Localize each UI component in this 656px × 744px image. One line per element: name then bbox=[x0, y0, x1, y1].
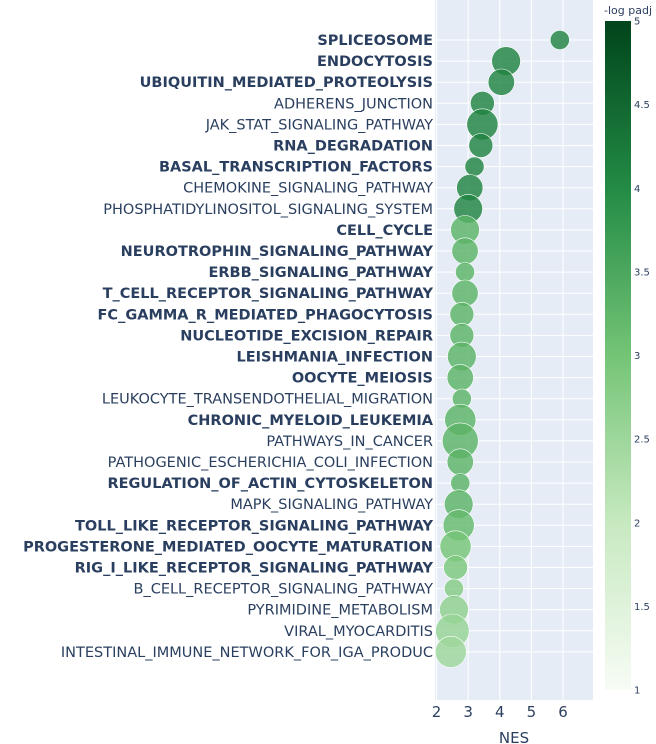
point-spliceosome bbox=[549, 30, 570, 50]
colorbar-tick-5: 3.5 bbox=[634, 267, 650, 278]
y-label-spliceosome: SPLICEOSOME bbox=[317, 33, 433, 49]
y-label-leishmania_infection: LEISHMANIA_INFECTION bbox=[236, 350, 433, 366]
y-label-chemokine_signaling_pathway: CHEMOKINE_SIGNALING_PATHWAY bbox=[183, 181, 433, 197]
point-basal_transcription_factors bbox=[464, 156, 485, 177]
point-pathogenic_escherichia_coli_infection bbox=[446, 448, 474, 476]
y-axis-labels: SPLICEOSOME ENDOCYTOSIS UBIQUITIN_MEDIATED… bbox=[23, 33, 434, 661]
point-intestinal_immune_network_for_iga_produc bbox=[434, 636, 467, 668]
y-label-chronic_myeloid_leukemia: CHRONIC_MYELOID_LEUKEMIA bbox=[188, 413, 434, 429]
x-tick-3: 3 bbox=[463, 703, 473, 721]
y-label-nucleotide_excision_repair: NUCLEOTIDE_EXCISION_REPAIR bbox=[180, 328, 433, 344]
colorbar-tick-7: 4.5 bbox=[634, 100, 650, 111]
y-label-leukocyte_transendothelial_migration: LEUKOCYTE_TRANSENDOTHELIAL_MIGRATION bbox=[102, 392, 433, 408]
colorbar-gradient bbox=[605, 21, 631, 690]
colorbar-tick-3: 2.5 bbox=[634, 435, 650, 446]
colorbar-tick-6: 4 bbox=[634, 184, 640, 195]
point-ubiquitin_mediated_proteolysis bbox=[487, 68, 515, 96]
y-label-pathways_in_cancer: PATHWAYS_IN_CANCER bbox=[266, 434, 433, 450]
x-tick-5: 5 bbox=[527, 703, 537, 721]
y-label-ubiquitin_mediated_proteolysis: UBIQUITIN_MEDIATED_PROTEOLYSIS bbox=[140, 75, 433, 91]
colorbar-title: -log padj bbox=[604, 4, 652, 17]
colorbar-tick-0: 1 bbox=[634, 686, 640, 697]
colorbar-tick-2: 2 bbox=[634, 518, 640, 529]
y-label-b_cell_receptor_signaling_pathway: B_CELL_RECEPTOR_SIGNALING_PATHWAY bbox=[134, 582, 434, 598]
y-label-rna_degradation: RNA_DEGRADATION bbox=[273, 139, 433, 155]
x-tick-2: 2 bbox=[432, 703, 442, 721]
y-label-endocytosis: ENDOCYTOSIS bbox=[317, 54, 433, 70]
y-label-phosphatidylinositol_signaling_system: PHOSPHATIDYLINOSITOL_SIGNALING_SYSTEM bbox=[103, 202, 433, 218]
point-oocyte_meiosis bbox=[446, 364, 474, 392]
y-label-basal_transcription_factors: BASAL_TRANSCRIPTION_FACTORS bbox=[159, 160, 433, 176]
y-label-viral_myocarditis: VIRAL_MYOCARDITIS bbox=[284, 624, 433, 640]
y-label-toll_like_receptor_signaling_pathway: TOLL_LIKE_RECEPTOR_SIGNALING_PATHWAY bbox=[75, 518, 433, 534]
point-neurotrophin_signaling_pathway bbox=[451, 237, 479, 265]
y-label-oocyte_meiosis: OOCYTE_MEIOSIS bbox=[292, 371, 433, 387]
colorbar-tick-8: 5 bbox=[634, 17, 640, 28]
y-label-cell_cycle: CELL_CYCLE bbox=[336, 223, 433, 239]
data-points bbox=[434, 30, 570, 668]
y-label-pathogenic_escherichia_coli_infection: PATHOGENIC_ESCHERICHIA_COLI_INFECTION bbox=[108, 455, 433, 471]
point-rig_i_like_receptor_signaling_pathway bbox=[443, 555, 468, 580]
x-tick-6: 6 bbox=[558, 703, 568, 721]
colorbar-tick-1: 1.5 bbox=[634, 602, 650, 613]
y-label-regulation_of_actin_cytoskeleton: REGULATION_OF_ACTIN_CYTOSKELETON bbox=[107, 476, 433, 492]
point-erbb_signaling_pathway bbox=[455, 262, 475, 283]
y-label-t_cell_receptor_signaling_pathway: T_CELL_RECEPTOR_SIGNALING_PATHWAY bbox=[103, 286, 434, 302]
x-axis-title: NES bbox=[499, 729, 529, 744]
colorbar-ticks: 1 1.5 2 2.5 3 3.5 4 4.5 5 bbox=[634, 17, 650, 697]
y-label-rig_i_like_receptor_signaling_pathway: RIG_I_LIKE_RECEPTOR_SIGNALING_PATHWAY bbox=[75, 561, 434, 577]
x-axis-ticks: 2 3 4 5 6 bbox=[432, 703, 568, 721]
colorbar-tick-4: 3 bbox=[634, 351, 640, 362]
y-label-neurotrophin_signaling_pathway: NEUROTROPHIN_SIGNALING_PATHWAY bbox=[121, 244, 434, 260]
y-label-erbb_signaling_pathway: ERBB_SIGNALING_PATHWAY bbox=[208, 265, 433, 281]
y-label-pyrimidine_metabolism: PYRIMIDINE_METABOLISM bbox=[247, 603, 433, 619]
y-label-jak_stat_signaling_pathway: JAK_STAT_SIGNALING_PATHWAY bbox=[205, 117, 433, 133]
x-tick-4: 4 bbox=[495, 703, 505, 721]
y-label-fc_gamma_r_mediated_phagocytosis: FC_GAMMA_R_MEDIATED_PHAGOCYTOSIS bbox=[98, 307, 433, 323]
y-label-progesterone_mediated_oocyte_maturation: PROGESTERONE_MEDIATED_OOCYTE_MATURATION bbox=[23, 539, 433, 555]
y-label-mapk_signaling_pathway: MAPK_SIGNALING_PATHWAY bbox=[230, 497, 433, 513]
point-rna_degradation bbox=[468, 133, 494, 158]
colorbar: -log padj 1 1.5 2 2.5 3 3.5 4 4.5 5 bbox=[604, 4, 652, 697]
y-label-intestinal_immune_network_for_iga_produc: INTESTINAL_IMMUNE_NETWORK_FOR_IGA_PRODUC bbox=[61, 645, 433, 661]
y-label-adherens_junction: ADHERENS_JUNCTION bbox=[274, 96, 433, 112]
point-fc_gamma_r_mediated_phagocytosis bbox=[449, 301, 475, 327]
